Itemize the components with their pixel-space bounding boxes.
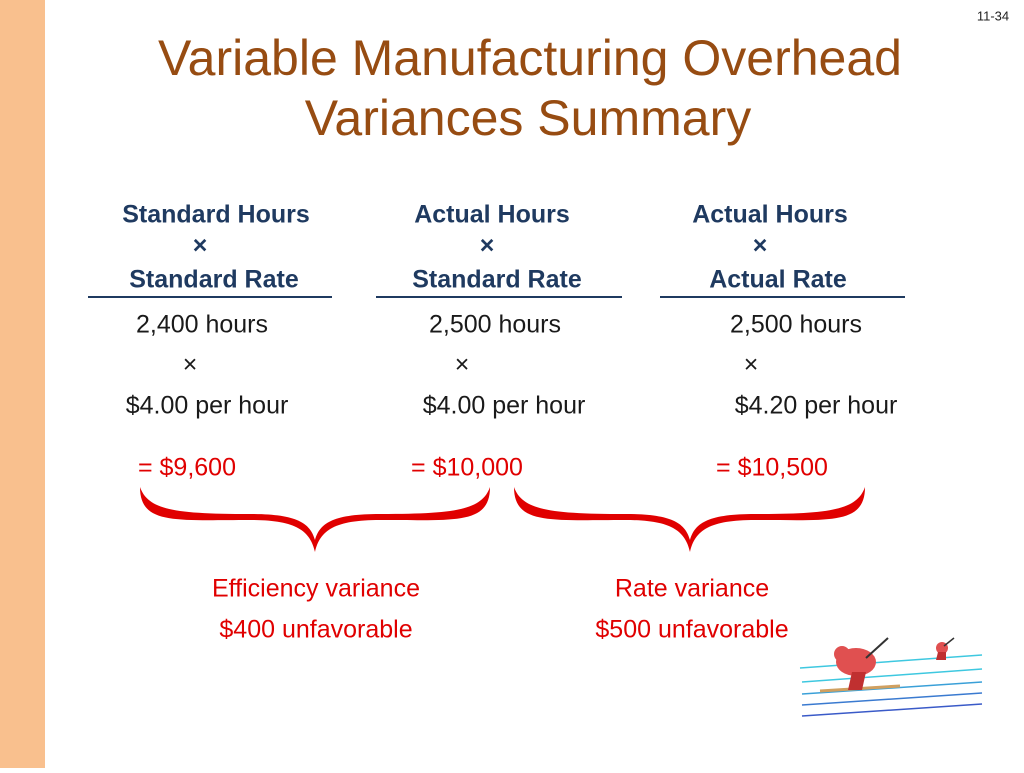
- slide-number: 11-34: [977, 8, 1009, 23]
- brace: [140, 487, 490, 552]
- brace: [514, 487, 865, 552]
- title-line: Variable Manufacturing Overhead: [158, 30, 902, 86]
- variance-label: Rate variance: [615, 575, 769, 603]
- total: = $10,000: [411, 454, 523, 482]
- rate: $4.00 per hour: [423, 392, 586, 420]
- title-line: Variances Summary: [305, 90, 751, 146]
- operator: ×: [455, 351, 470, 379]
- variance-amount: $500 unfavorable: [595, 616, 788, 644]
- header: Standard Rate: [129, 266, 299, 294]
- rate: $4.00 per hour: [126, 392, 289, 420]
- total: = $10,500: [716, 454, 828, 482]
- rate: $4.20 per hour: [735, 392, 898, 420]
- variance-label: Efficiency variance: [212, 575, 420, 603]
- hours: 2,400 hours: [136, 311, 268, 339]
- header: Actual Hours: [414, 201, 570, 229]
- operator: ×: [183, 351, 198, 379]
- hours: 2,500 hours: [429, 311, 561, 339]
- header: Actual Hours: [692, 201, 848, 229]
- operator: ×: [753, 232, 768, 260]
- operator: ×: [744, 351, 759, 379]
- hours: 2,500 hours: [730, 311, 862, 339]
- header: Standard Hours: [122, 201, 310, 229]
- side-bar: [0, 0, 45, 768]
- variance-amount: $400 unfavorable: [219, 616, 412, 644]
- total: = $9,600: [138, 454, 236, 482]
- operator: ×: [480, 232, 495, 260]
- header: Actual Rate: [709, 266, 847, 294]
- operator: ×: [193, 232, 208, 260]
- header: Standard Rate: [412, 266, 582, 294]
- skier-illustration: [799, 637, 983, 717]
